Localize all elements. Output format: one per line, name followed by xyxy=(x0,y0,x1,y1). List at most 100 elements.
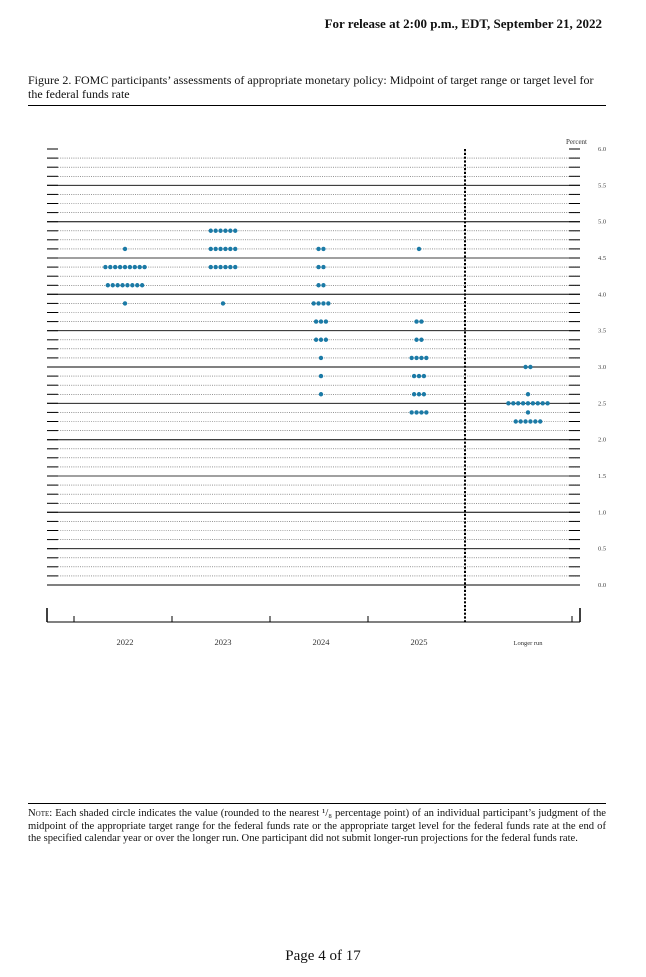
x-tick-label: Longer run xyxy=(513,640,543,647)
participant-dot xyxy=(419,337,424,342)
participant-dot xyxy=(525,401,531,406)
x-axis: 2022 2023 2024 2025 Longer run xyxy=(46,149,581,647)
participant-dot xyxy=(414,355,419,361)
participant-dot xyxy=(313,337,319,342)
participant-dot xyxy=(142,264,147,270)
caption-rule xyxy=(28,105,606,106)
participant-dot xyxy=(411,373,417,379)
participant-dot xyxy=(122,301,128,306)
participant-dot xyxy=(538,419,543,424)
participant-dot xyxy=(318,319,324,324)
participant-dot xyxy=(139,283,145,288)
participant-dot xyxy=(424,410,429,415)
participant-dot xyxy=(105,283,111,288)
release-notice: For release at 2:00 p.m., EDT, September… xyxy=(324,16,602,31)
participant-dot xyxy=(218,246,223,252)
participant-dot xyxy=(220,301,226,306)
participant-dot xyxy=(223,228,228,233)
participant-dot xyxy=(506,401,511,406)
y-axis: 0.0 0.5 1.0 1.5 2.0 2.5 3.0 3.5 4.0 4.5 5.0 5.5 6.0 xyxy=(598,146,606,589)
participant-dot xyxy=(520,401,526,406)
participant-dot xyxy=(127,264,133,270)
participant-dot xyxy=(318,373,324,379)
participant-dot xyxy=(233,264,238,270)
participant-dot xyxy=(516,401,521,406)
x-tick-label: 2023 xyxy=(215,637,232,647)
participant-dot xyxy=(316,246,321,252)
dot-series xyxy=(103,228,550,424)
note-head: Note: xyxy=(28,808,53,819)
y-tick-label: 3.0 xyxy=(598,364,606,371)
x-tick-label: 2022 xyxy=(117,637,134,647)
participant-dot xyxy=(117,264,123,270)
participant-dot xyxy=(110,283,115,288)
participant-dot xyxy=(318,337,324,342)
participant-dot xyxy=(323,337,329,342)
participant-dot xyxy=(525,410,531,415)
dot-plot-chart: 0.00.51.01.52.02.53.03.54.04.55.05.56.0 … xyxy=(46,138,606,647)
participant-dot xyxy=(213,228,218,233)
participant-dot xyxy=(228,246,233,252)
participant-dot xyxy=(103,264,108,270)
participant-dot xyxy=(223,264,228,270)
participant-dot xyxy=(540,401,545,406)
chart-note: Note: Each shaded circle indicates the v… xyxy=(28,808,606,846)
y-tick-label: 6.0 xyxy=(598,146,606,153)
y-tick-label: 2.5 xyxy=(598,400,606,407)
participant-dot xyxy=(125,283,130,288)
participant-dot xyxy=(528,364,533,370)
participant-dot xyxy=(321,283,326,288)
y-tick-label: 2.0 xyxy=(598,437,606,444)
participant-dot xyxy=(545,401,550,406)
participant-dot xyxy=(411,392,417,397)
y-tick-label: 5.5 xyxy=(598,182,606,189)
y-tick-label: 4.5 xyxy=(598,255,606,262)
participant-dot xyxy=(419,410,424,415)
participant-dot xyxy=(218,264,223,270)
participant-dot xyxy=(135,283,140,288)
participant-dot xyxy=(419,319,424,324)
participant-dot xyxy=(318,355,324,361)
participant-dot xyxy=(228,264,233,270)
participant-dot xyxy=(130,283,135,288)
participant-dot xyxy=(208,246,213,252)
figure-caption: Figure 2. FOMC participants’ assessments… xyxy=(28,73,594,101)
participant-dot xyxy=(421,373,427,379)
participant-dot xyxy=(414,410,419,415)
y-tick-label: 1.5 xyxy=(598,473,606,480)
participant-dot xyxy=(409,355,414,361)
participant-dot xyxy=(321,264,326,270)
participant-dot xyxy=(513,419,518,424)
participant-dot xyxy=(132,264,137,270)
participant-dot xyxy=(316,264,321,270)
participant-dot xyxy=(137,264,142,270)
participant-dot xyxy=(316,283,321,288)
participant-dot xyxy=(511,401,516,406)
participant-dot xyxy=(409,410,414,415)
y-tick-label: 5.0 xyxy=(598,219,606,226)
participant-dot xyxy=(535,401,540,406)
participant-dot xyxy=(122,264,128,270)
participant-dot xyxy=(213,264,218,270)
y-tick-label: 1.0 xyxy=(598,509,606,516)
participant-dot xyxy=(228,228,233,233)
note-text: Each shaded circle indicates the value (… xyxy=(28,808,606,845)
participant-dot xyxy=(323,319,329,324)
participant-dot xyxy=(533,419,538,424)
participant-dot xyxy=(316,301,321,306)
participant-dot xyxy=(213,246,218,252)
participant-dot xyxy=(518,419,523,424)
grid-lines xyxy=(47,148,580,586)
y-axis-label: Percent xyxy=(566,138,587,146)
participant-dot xyxy=(113,264,118,270)
participant-dot xyxy=(218,228,223,233)
participant-dot xyxy=(208,228,213,233)
x-tick-label: 2025 xyxy=(411,637,428,647)
participant-dot xyxy=(525,392,531,397)
y-tick-label: 4.0 xyxy=(598,291,606,298)
participant-dot xyxy=(318,392,324,397)
participant-dot xyxy=(416,373,422,379)
participant-dot xyxy=(421,392,427,397)
y-tick-label: 3.5 xyxy=(598,328,606,335)
participant-dot xyxy=(321,301,326,306)
